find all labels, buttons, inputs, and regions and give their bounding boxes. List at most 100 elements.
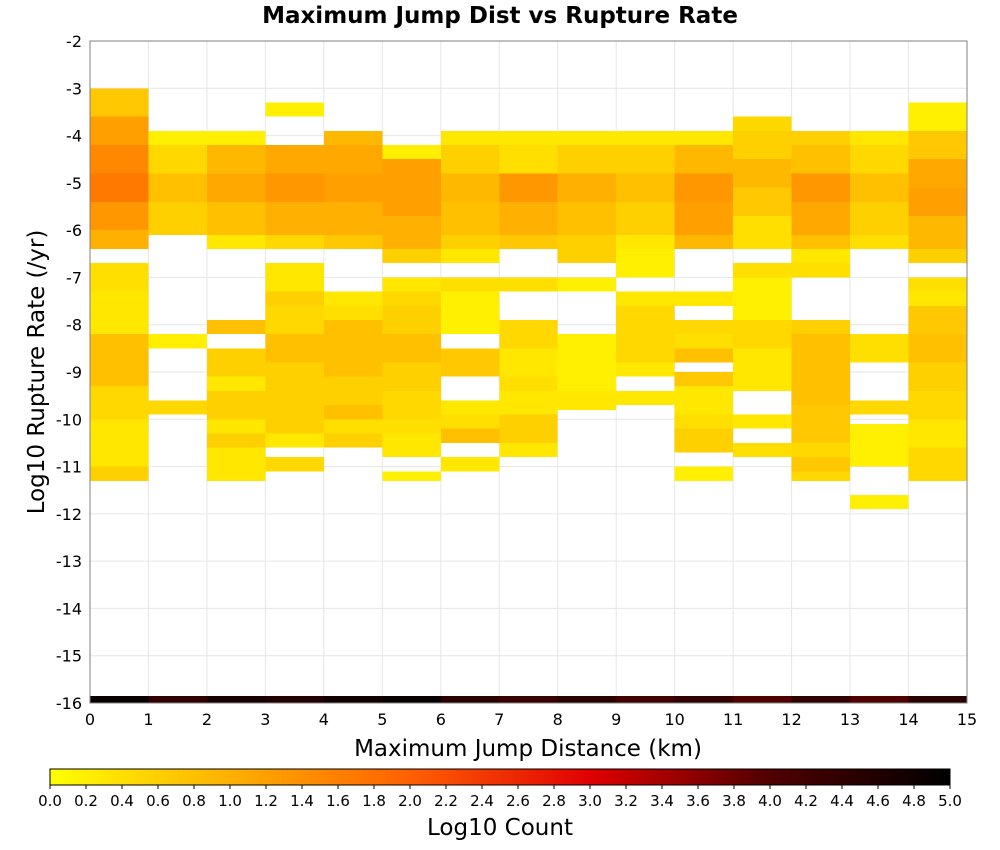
heatmap-cell	[616, 249, 675, 278]
heatmap-cell	[382, 159, 441, 188]
x-tick-label: 13	[840, 710, 860, 729]
colorbar-tick-label: 0.8	[182, 792, 206, 810]
heatmap-cell	[382, 433, 441, 458]
heatmap-cell	[908, 291, 967, 306]
heatmap-cell	[90, 419, 149, 467]
heatmap-cell	[323, 145, 383, 174]
heatmap-cell	[499, 414, 558, 443]
bottom-strip	[90, 695, 967, 703]
colorbar	[49, 768, 951, 786]
x-axis-label: Maximum Jump Distance (km)	[354, 736, 702, 762]
heatmap-cell	[440, 414, 500, 429]
heatmap-cell	[382, 145, 441, 160]
colorbar-tick-label: 5.0	[938, 792, 962, 810]
heatmap-cell	[733, 277, 792, 320]
heatmap-cell	[382, 291, 441, 306]
strip-cell	[148, 695, 207, 703]
heatmap-cell	[850, 145, 909, 174]
heatmap-cell	[206, 348, 266, 377]
heatmap-cell	[323, 376, 383, 406]
heatmap-cell	[499, 130, 558, 146]
heatmap-cell	[733, 263, 792, 278]
heatmap-cell	[323, 130, 383, 146]
y-tick-label: -12	[56, 505, 82, 524]
heatmap-cell	[791, 249, 851, 264]
heatmap-cell	[265, 102, 324, 117]
heatmap-cell	[323, 433, 383, 448]
heatmap-cell	[557, 277, 617, 292]
heatmap-cell	[323, 234, 383, 250]
heatmap-cell	[791, 471, 851, 481]
heatmap-cell	[440, 428, 500, 443]
heatmap-cell	[206, 319, 266, 335]
heatmap-cell	[265, 390, 324, 434]
heatmap-cell	[148, 173, 207, 202]
heatmap-cell	[440, 201, 500, 235]
colorbar-tick-label: 0.6	[146, 792, 170, 810]
y-tick-label: -10	[56, 410, 82, 429]
y-tick-label: -13	[56, 552, 82, 571]
heatmap-cell	[616, 362, 675, 377]
heatmap-cell	[908, 187, 967, 216]
strip-cell	[850, 695, 909, 703]
heatmap-cell	[265, 433, 324, 448]
y-tick-label: -8	[66, 316, 82, 335]
heatmap-cell	[557, 334, 617, 391]
heatmap-cell	[206, 201, 266, 235]
heatmap-cell	[733, 414, 792, 429]
heatmap-cell	[908, 447, 967, 481]
heatmap-cell	[733, 442, 792, 458]
heatmap-cell	[674, 348, 734, 363]
strip-cell	[791, 695, 851, 703]
strip-cell	[557, 695, 617, 703]
heatmap-cell	[616, 234, 675, 250]
heatmap-cell	[733, 319, 792, 349]
heatmap-cell	[850, 334, 909, 363]
heatmap-cell	[440, 457, 500, 472]
heatmap-cell	[674, 334, 734, 349]
heatmap-cell	[791, 201, 851, 235]
x-tick-label: 6	[436, 710, 446, 729]
heatmap-cell	[499, 173, 558, 202]
heatmap-cell	[382, 215, 441, 250]
heatmap-cell	[440, 234, 500, 250]
colorbar-label: Log10 Count	[427, 815, 573, 841]
heatmap-cell	[265, 234, 324, 250]
chart-title: Maximum Jump Dist vs Rupture Rate	[262, 3, 738, 29]
heatmap-cell	[908, 362, 967, 391]
colorbar-tick-label: 3.0	[578, 792, 602, 810]
y-tick-label: -9	[66, 363, 82, 382]
y-tick-label: -2	[66, 32, 82, 51]
plot-frame	[89, 40, 968, 704]
heatmap-cell	[850, 400, 909, 415]
x-tick-label: 5	[377, 710, 387, 729]
heatmap-cells	[90, 88, 967, 510]
heatmap-cell	[206, 376, 266, 391]
heatmap-cell	[499, 348, 558, 377]
heatmap-cell	[265, 334, 324, 363]
heatmap-cell	[90, 201, 149, 231]
heatmap-cell	[850, 201, 909, 235]
x-tick-label: 9	[611, 710, 621, 729]
strip-cell	[499, 695, 558, 703]
heatmap-cell	[557, 201, 617, 235]
x-tick-label: 3	[260, 710, 270, 729]
x-tick-label: 11	[723, 710, 743, 729]
strip-cell	[674, 695, 734, 703]
heatmap-cell	[148, 400, 207, 415]
y-tick-label: -5	[66, 174, 82, 193]
colorbar-tick-label: 1.4	[290, 792, 314, 810]
heatmap-cell	[791, 457, 851, 472]
heatmap-cell	[674, 130, 734, 146]
heatmap-cell	[791, 405, 851, 443]
heatmap-cell	[206, 433, 266, 448]
y-tick-label: -7	[66, 268, 82, 287]
colorbar-tick-label: 4.6	[866, 792, 890, 810]
heatmap-cell	[791, 130, 851, 146]
heatmap-cell	[499, 234, 558, 250]
colorbar-tick-label: 2.2	[434, 792, 458, 810]
heatmap-cell	[733, 187, 792, 216]
heatmap-cell	[323, 291, 383, 306]
colorbar-tick-label: 4.2	[794, 792, 818, 810]
heatmap-cell	[90, 291, 149, 335]
